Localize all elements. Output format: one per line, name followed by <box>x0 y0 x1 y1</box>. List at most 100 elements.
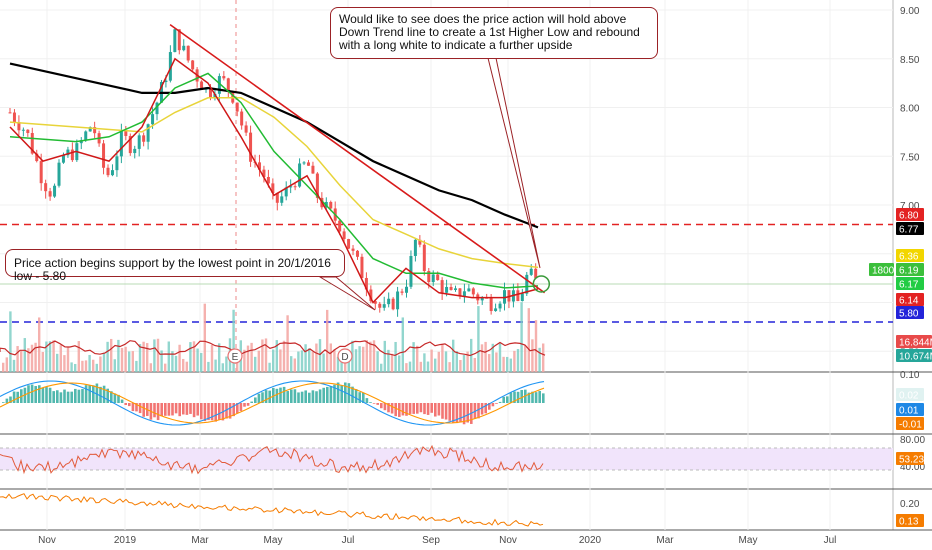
volume-bar <box>272 349 275 372</box>
volume-bar <box>495 352 498 372</box>
moving-average-line <box>9 57 539 304</box>
macd-histogram-bar <box>189 403 192 414</box>
macd-histogram-bar <box>326 386 329 403</box>
candle-body <box>342 231 346 240</box>
candle-body <box>235 102 239 112</box>
volume-bar <box>484 341 487 372</box>
macd-histogram-bar <box>336 382 340 403</box>
volume-bar <box>5 357 8 372</box>
volume-bar <box>182 358 185 372</box>
macd-histogram-bar <box>268 390 271 403</box>
price-tick-label: 7.00 <box>900 201 920 212</box>
volume-bar <box>477 306 480 372</box>
time-tick-label: Jul <box>342 535 355 546</box>
candle-body <box>440 280 444 293</box>
candle-body <box>39 161 43 184</box>
volume-bar <box>466 351 469 372</box>
volume-bar <box>531 339 534 372</box>
candle-body <box>70 149 74 161</box>
candle-body <box>364 277 368 290</box>
macd-histogram-bar <box>365 398 369 403</box>
annotation-support-note[interactable]: Price action begins support by the lowes… <box>5 249 345 283</box>
volume-bar <box>408 361 412 372</box>
macd-histogram-bar <box>113 393 117 403</box>
price-badge-label: 6.14 <box>899 296 919 307</box>
candle-body <box>360 256 364 278</box>
macd-histogram-bar <box>488 403 491 410</box>
candle-body <box>467 288 471 292</box>
candle-body <box>431 274 435 283</box>
volume-bar <box>74 363 77 372</box>
price-badge: 6.19 <box>896 263 924 277</box>
macd-badge: 0.02 <box>896 388 924 402</box>
candle-body <box>329 201 333 209</box>
volume-bar <box>441 344 444 372</box>
macd-histogram-bar <box>300 391 304 403</box>
macd-badge-bg <box>896 388 924 401</box>
candle-body <box>378 303 382 308</box>
annotation-upside-note[interactable]: Would like to see does the price action … <box>330 7 658 59</box>
volume-bar <box>192 341 196 372</box>
macd-histogram-bar <box>405 403 408 416</box>
volume-bar <box>527 308 530 372</box>
macd-histogram-bar <box>506 396 509 403</box>
volume-bar <box>372 340 376 372</box>
rsi-value-badge-label: 53.23 <box>899 455 924 466</box>
volume-bar <box>45 341 48 372</box>
volume-bar <box>120 348 124 372</box>
macd-histogram-bar <box>84 385 88 403</box>
volume-bar <box>12 359 16 372</box>
volume-bar <box>488 354 491 372</box>
macd-histogram-bar <box>207 403 210 421</box>
volume-bar <box>167 341 170 372</box>
candle-body <box>93 127 97 134</box>
volume-bar <box>293 358 296 372</box>
candle-body <box>427 271 431 283</box>
volume-bar <box>416 345 419 372</box>
volume-bar <box>196 348 199 372</box>
volume-bar <box>149 363 152 372</box>
volume-bar <box>383 340 386 372</box>
rsi-value-badge-bg <box>896 452 924 465</box>
downtrend-line <box>169 23 546 294</box>
volume-bar <box>362 346 365 372</box>
volume-bar <box>326 309 329 372</box>
macd-histogram-bar <box>477 403 480 419</box>
volume-bar <box>63 355 66 372</box>
volume-bar <box>480 344 484 372</box>
candle-body <box>400 291 404 293</box>
candle-body <box>418 239 422 245</box>
volume-badge-bg <box>896 349 932 362</box>
volume-bar <box>200 352 203 372</box>
candle-body <box>30 133 34 154</box>
volume-bar <box>135 360 138 372</box>
volume-bar <box>347 357 350 372</box>
volume-bar <box>513 350 516 372</box>
volume-bar <box>390 353 394 372</box>
candle-body <box>226 78 230 92</box>
price-tick-label: 9.00 <box>900 6 920 17</box>
macd-histogram-bar <box>2 402 5 403</box>
volume-bar <box>473 357 476 372</box>
price-badge-bg <box>896 208 924 221</box>
volume-bar <box>498 343 502 372</box>
macd-histogram-bar <box>218 403 221 420</box>
macd-histogram-bar <box>509 392 513 403</box>
candle-body <box>164 80 168 83</box>
macd-histogram-bar <box>102 385 106 403</box>
volume-bar <box>66 347 70 372</box>
candle-body <box>128 135 132 154</box>
volume-bar <box>344 358 347 372</box>
candle-body <box>119 130 123 157</box>
macd-histogram-bar <box>531 391 534 403</box>
candle-body <box>262 169 266 177</box>
candle-body <box>498 303 502 309</box>
candle-body <box>115 156 119 171</box>
candle-body <box>525 274 529 294</box>
macd-histogram-bar <box>128 403 131 407</box>
macd-histogram-bar <box>419 403 423 413</box>
price-badge: 6.14 <box>896 293 924 307</box>
macd-histogram-bar <box>423 403 426 415</box>
macd-histogram-bar <box>81 388 84 403</box>
